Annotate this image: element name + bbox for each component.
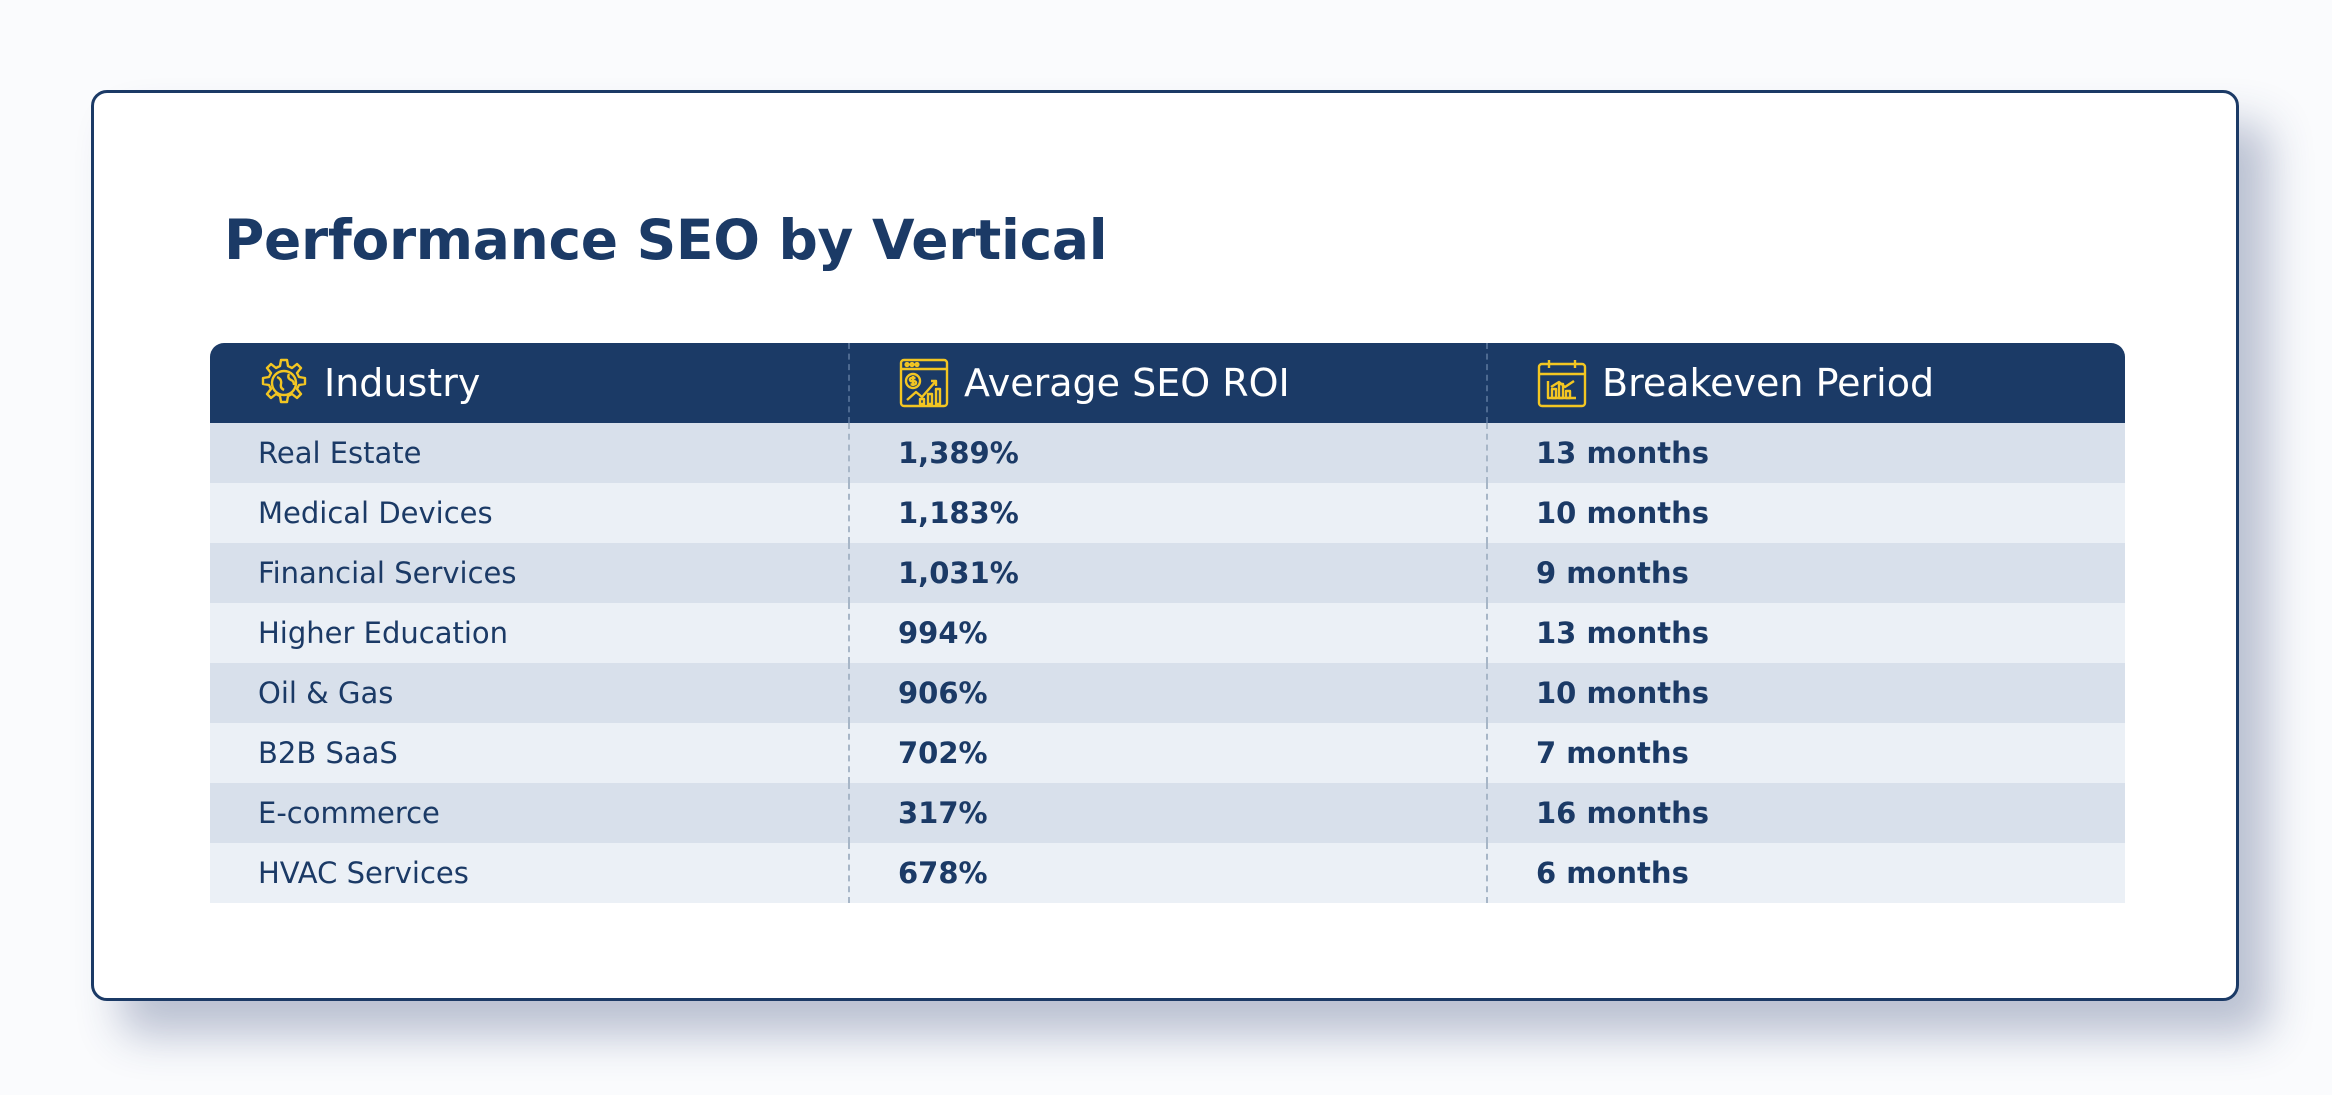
column-header-breakeven: Breakeven Period (1486, 343, 2125, 423)
table-row: Medical Devices 1,183% 10 months (210, 483, 2125, 543)
breakeven-cell: 13 months (1486, 423, 2125, 483)
table-row: Real Estate 1,389% 13 months (210, 423, 2125, 483)
industry-cell: HVAC Services (258, 856, 469, 890)
calendar-chart-icon (1536, 357, 1588, 409)
column-header-breakeven-label: Breakeven Period (1602, 361, 1935, 405)
table-row: B2B SaaS 702% 7 months (210, 723, 2125, 783)
industry-cell: Financial Services (258, 556, 517, 590)
table-row: Higher Education 994% 13 months (210, 603, 2125, 663)
table-row: Financial Services 1,031% 9 months (210, 543, 2125, 603)
roi-cell: 1,183% (848, 483, 1486, 543)
breakeven-cell: 10 months (1486, 663, 2125, 723)
industry-cell: Higher Education (258, 616, 509, 650)
column-header-industry-label: Industry (324, 361, 481, 405)
breakeven-cell: 10 months (1486, 483, 2125, 543)
content-card: Performance SEO by Vertical Industry (91, 90, 2239, 1001)
seo-performance-table: Industry (210, 343, 2125, 903)
column-header-roi-label: Average SEO ROI (964, 361, 1290, 405)
breakeven-cell: 7 months (1486, 723, 2125, 783)
industry-cell: B2B SaaS (258, 736, 398, 770)
gear-globe-icon (258, 357, 310, 409)
roi-cell: 906% (848, 663, 1486, 723)
industry-cell: E-commerce (258, 796, 440, 830)
table-row: E-commerce 317% 16 months (210, 783, 2125, 843)
column-header-roi: Average SEO ROI (848, 343, 1486, 423)
breakeven-cell: 13 months (1486, 603, 2125, 663)
column-header-industry: Industry (210, 343, 848, 423)
roi-cell: 678% (848, 843, 1486, 903)
dollar-chart-icon (898, 357, 950, 409)
industry-cell: Medical Devices (258, 496, 493, 530)
breakeven-cell: 6 months (1486, 843, 2125, 903)
breakeven-cell: 9 months (1486, 543, 2125, 603)
roi-cell: 994% (848, 603, 1486, 663)
roi-cell: 317% (848, 783, 1486, 843)
industry-cell: Real Estate (258, 436, 422, 470)
breakeven-cell: 16 months (1486, 783, 2125, 843)
table-row: HVAC Services 678% 6 months (210, 843, 2125, 903)
roi-cell: 1,031% (848, 543, 1486, 603)
industry-cell: Oil & Gas (258, 676, 394, 710)
table-row: Oil & Gas 906% 10 months (210, 663, 2125, 723)
roi-cell: 702% (848, 723, 1486, 783)
table-header: Industry (210, 343, 2125, 423)
page-title: Performance SEO by Vertical (224, 208, 1108, 272)
roi-cell: 1,389% (848, 423, 1486, 483)
